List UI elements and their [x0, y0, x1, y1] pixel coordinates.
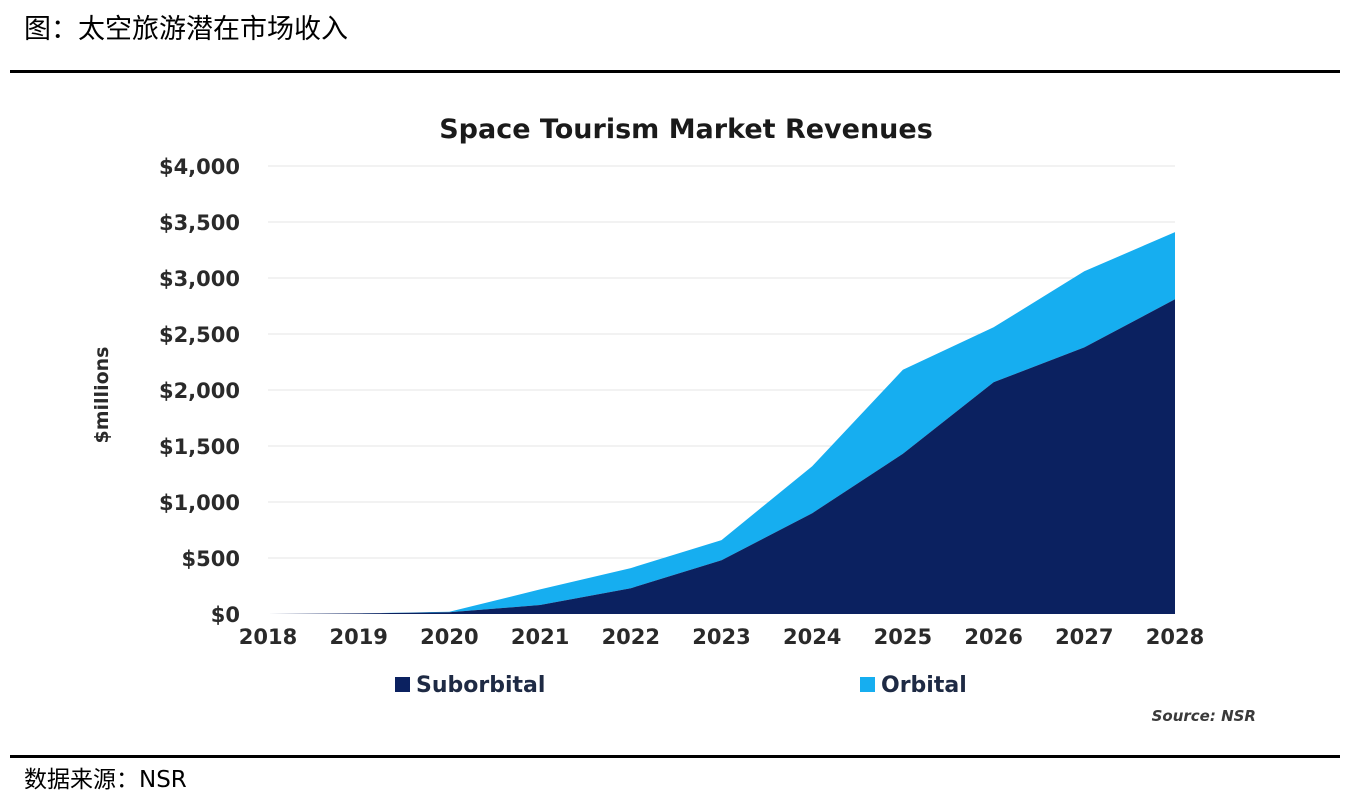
y-tick-label: $3,000	[159, 267, 240, 291]
y-tick-label: $2,000	[159, 379, 240, 403]
legend-swatch-suborbital	[395, 677, 410, 692]
top-rule	[10, 70, 1340, 73]
x-tick-label: 2026	[964, 625, 1022, 649]
x-tick-label: 2021	[511, 625, 569, 649]
y-tick-label: $3,500	[159, 211, 240, 235]
x-tick-label: 2022	[602, 625, 660, 649]
y-axis-label: $millions	[91, 347, 113, 444]
figure-source: 数据来源：NSR	[24, 767, 187, 793]
chart-title: Space Tourism Market Revenues	[439, 114, 933, 145]
y-tick-label: $1,500	[159, 435, 240, 459]
plot-area	[268, 232, 1175, 614]
y-tick-label: $1,000	[159, 491, 240, 515]
legend-swatch-orbital	[860, 677, 875, 692]
figure-title: 图：太空旅游潜在市场收入	[24, 14, 348, 45]
y-axis-ticks: $0 $500 $1,000 $1,500 $2,000 $2,500 $3,000 $3,5…	[159, 155, 240, 627]
x-tick-label: 2025	[874, 625, 932, 649]
x-tick-label: 2028	[1146, 625, 1204, 649]
x-tick-label: 2019	[329, 625, 387, 649]
legend-label-suborbital: Suborbital	[416, 673, 545, 698]
y-tick-label: $0	[211, 603, 240, 627]
area-suborbital	[268, 299, 1175, 614]
x-tick-label: 2024	[783, 625, 841, 649]
x-tick-label: 2027	[1055, 625, 1113, 649]
y-tick-label: $2,500	[159, 323, 240, 347]
x-tick-label: 2020	[420, 625, 478, 649]
x-axis-ticks: 2018 2019 2020 2021 2022 2023 2024 2025 2026 2027…	[239, 625, 1204, 649]
legend: Suborbital Orbital	[395, 673, 967, 698]
x-tick-label: 2018	[239, 625, 297, 649]
legend-label-orbital: Orbital	[881, 673, 967, 698]
y-tick-label: $500	[182, 547, 240, 571]
chart-source-note: Source: NSR	[1152, 707, 1256, 725]
bottom-rule	[10, 755, 1340, 758]
x-tick-label: 2023	[692, 625, 750, 649]
y-tick-label: $4,000	[159, 155, 240, 179]
